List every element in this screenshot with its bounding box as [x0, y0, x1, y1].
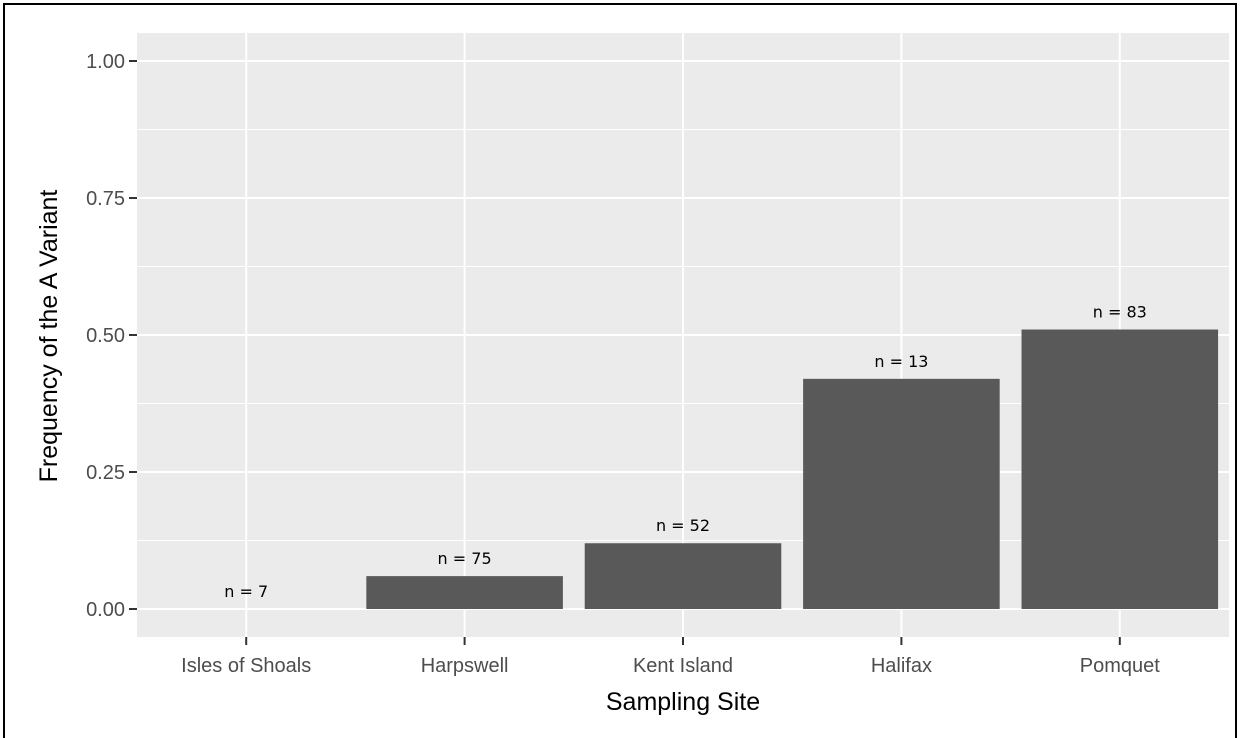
- bar: [1021, 329, 1219, 609]
- x-axis: Isles of Shoals Harpswell Kent Island Halif…: [181, 637, 1160, 677]
- y-tick-label: 0.25: [86, 462, 125, 484]
- y-tick-label: 0.75: [86, 188, 125, 210]
- bar: [366, 576, 563, 609]
- bar-labels: n = 7 n = 75 n = 52 n = 13 n = 83: [224, 303, 1147, 601]
- bar-count-label: n = 7: [224, 582, 268, 601]
- y-tick-label: 0.00: [86, 599, 125, 621]
- x-tick-label: Kent Island: [633, 655, 733, 677]
- bar: [803, 378, 1000, 609]
- bar-count-label: n = 13: [874, 352, 928, 371]
- bar: [584, 543, 782, 609]
- figure-frame: [3, 3, 1237, 738]
- y-axis: 0.00 0.25 0.50 0.75 1.00: [86, 51, 137, 621]
- bars: [366, 329, 1219, 609]
- bar-count-label: n = 75: [438, 549, 492, 568]
- y-axis-title: Frequency of the A Variant: [35, 190, 63, 483]
- bar-count-label: n = 83: [1093, 303, 1147, 322]
- y-tick-label: 1.00: [86, 51, 125, 73]
- y-tick-label: 0.50: [86, 325, 125, 347]
- x-tick-label: Harpswell: [421, 655, 509, 677]
- x-axis-title: Sampling Site: [606, 688, 760, 716]
- x-tick-label: Halifax: [871, 655, 932, 677]
- x-tick-label: Isles of Shoals: [181, 655, 311, 677]
- x-tick-label: Pomquet: [1080, 655, 1160, 677]
- bar-count-label: n = 52: [656, 516, 710, 535]
